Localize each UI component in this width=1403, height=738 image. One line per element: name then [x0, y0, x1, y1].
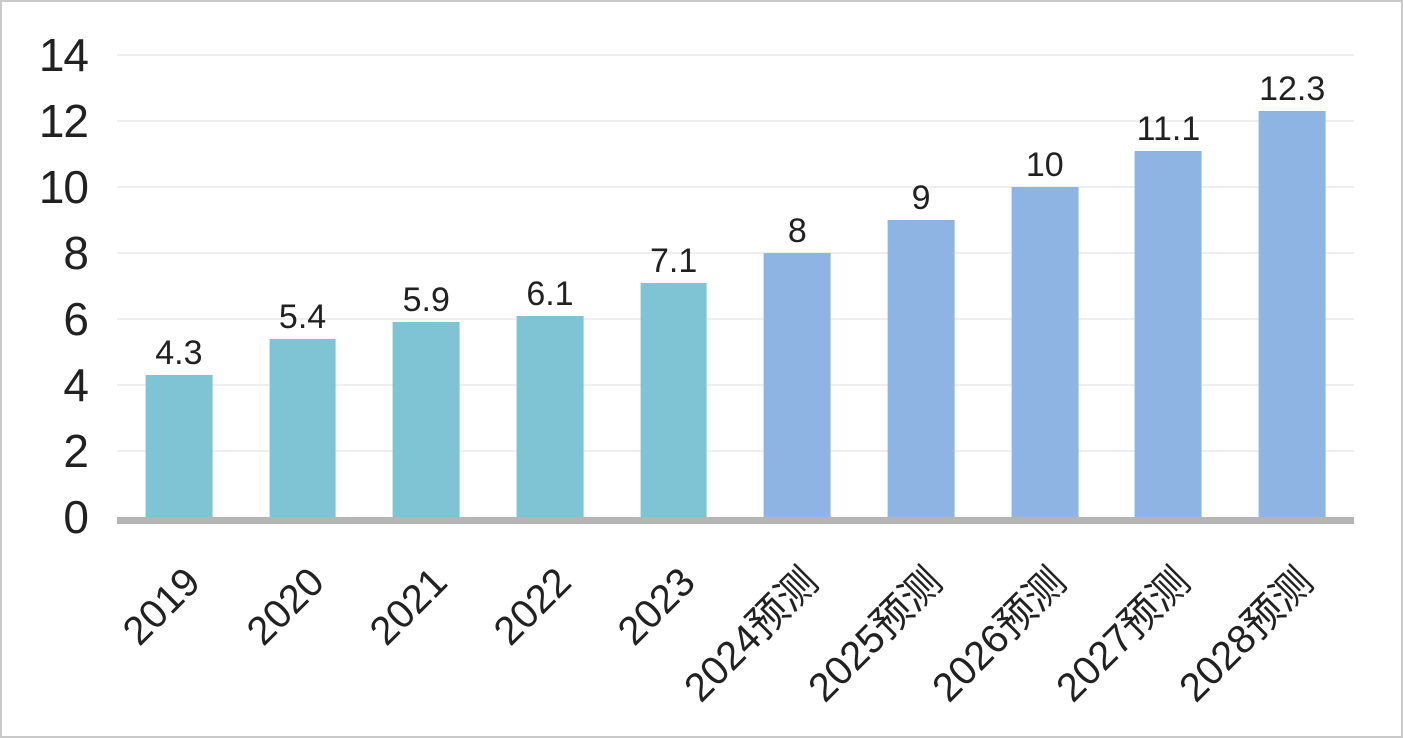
data-label: 7.1	[650, 241, 698, 280]
data-label: 11.1	[1136, 109, 1201, 148]
x-axis-category-label: 2023	[609, 559, 704, 654]
bar-forecast	[1011, 187, 1079, 517]
data-label: 9	[911, 179, 931, 217]
data-label: 10	[1025, 146, 1064, 184]
bar-historical	[640, 282, 708, 517]
data-label: 6.1	[526, 274, 574, 313]
category-column: 11.1 2027预测	[1048, 55, 1231, 710]
category-column: 5.9 2021	[362, 55, 488, 654]
x-axis-category-label: 2021	[361, 559, 456, 654]
x-axis-category-label: 2019	[114, 559, 209, 654]
bar-historical	[392, 322, 460, 517]
bar-forecast	[763, 253, 831, 517]
category-column: 4.3 2019	[115, 55, 241, 654]
y-axis-tick-label: 10	[38, 161, 89, 213]
bar-historical	[516, 315, 584, 517]
gridline	[117, 318, 1354, 320]
category-column: 6.1 2022	[486, 55, 612, 654]
y-axis: 0 2 4 6 8 10 12 14	[2, 2, 89, 736]
category-column: 8 2024预测	[676, 55, 860, 710]
category-column: 9 2025预测	[800, 55, 983, 710]
bar-forecast	[887, 220, 955, 517]
y-axis-tick-label: 8	[63, 227, 89, 279]
x-axis-category-label: 2028预测	[1171, 559, 1322, 711]
x-axis-category-label: 2025预测	[800, 559, 951, 711]
y-axis-tick-label: 2	[63, 425, 89, 477]
gridline	[117, 54, 1354, 56]
x-axis-line	[117, 517, 1354, 524]
x-axis-category-label: 2027预测	[1047, 559, 1199, 711]
y-axis-tick-label: 12	[38, 95, 89, 147]
plot-area: 4.3 2019 5.4 2020 5.9 2021 6.1 2022 7.1 2023 8 2024…	[115, 54, 1354, 710]
data-label: 12.3	[1259, 70, 1326, 109]
bars-layer: 4.3 2019 5.4 2020 5.9 2021 6.1 2022 7.1 2023 8 2024…	[115, 55, 1354, 710]
data-label: 5.9	[402, 281, 450, 320]
gridline	[117, 186, 1354, 188]
data-label: 8	[787, 212, 807, 251]
x-axis-category-label: 2026预测	[923, 559, 1075, 711]
bar-forecast	[1258, 111, 1326, 517]
x-axis-category-label: 2022	[485, 559, 580, 654]
gridline	[117, 384, 1354, 386]
x-axis-category-label: 2024预测	[676, 559, 828, 711]
y-axis-tick-label: 4	[63, 359, 89, 411]
y-axis-tick-label: 6	[63, 293, 89, 345]
bar-forecast	[1135, 150, 1202, 517]
y-axis-tick-label: 14	[38, 29, 89, 81]
category-column: 12.3 2028预测	[1171, 55, 1354, 710]
y-axis-tick-label: 0	[63, 491, 89, 543]
data-label: 5.4	[278, 297, 327, 336]
category-column: 7.1 2023	[609, 55, 736, 654]
x-axis-category-label: 2020	[238, 559, 333, 654]
category-column: 5.4 2020	[238, 55, 365, 654]
gridline	[117, 450, 1354, 452]
gridline	[117, 252, 1354, 254]
data-label: 4.3	[155, 334, 203, 373]
bar-historical	[145, 375, 213, 517]
bar-historical	[269, 338, 336, 517]
category-column: 10 2026预测	[924, 55, 1107, 710]
gridline	[117, 120, 1354, 122]
